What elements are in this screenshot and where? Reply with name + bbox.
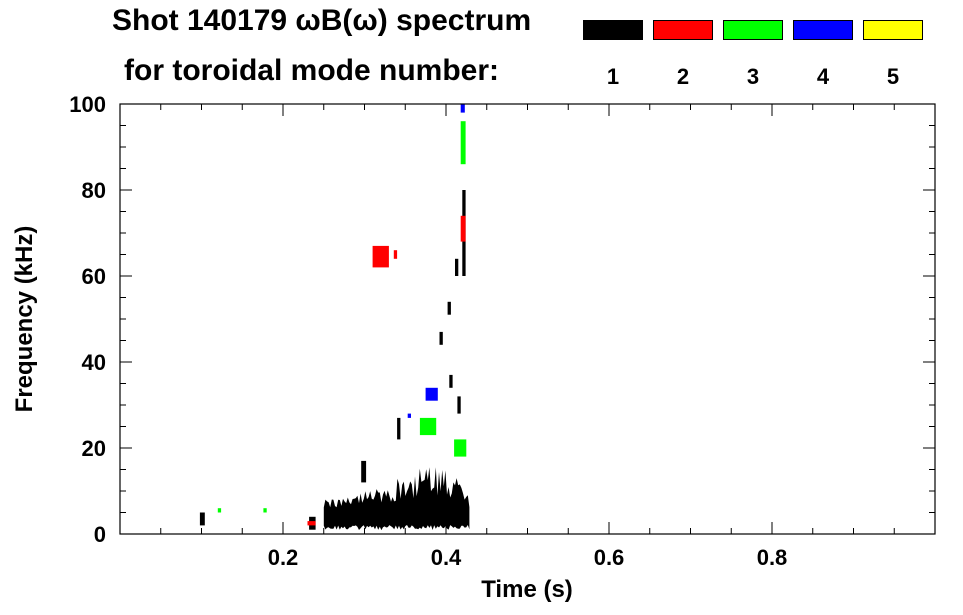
x-axis-label: Time (s) [481, 576, 573, 603]
series-n2 [307, 215, 466, 526]
spectral-blob [217, 508, 222, 513]
spectral-blob [449, 374, 453, 388]
spectral-blob [419, 417, 437, 436]
spectral-blob [199, 512, 205, 526]
y-axis-label: Frequency (kHz) [11, 226, 38, 413]
series-n1 [199, 190, 470, 531]
spectral-blob [361, 460, 367, 483]
y-tick-label: 20 [82, 436, 106, 461]
spectral-blob [460, 104, 465, 113]
y-tick-label: 80 [82, 178, 106, 203]
x-tick-label: 0.4 [431, 545, 462, 570]
legend-swatch-mode-5 [863, 20, 923, 40]
y-tick-label: 100 [69, 92, 106, 117]
spectral-blob [457, 396, 461, 414]
spectral-blob [425, 387, 438, 401]
chart-title-line2: for toroidal mode number: [124, 54, 499, 87]
y-tick-label: 60 [82, 264, 106, 289]
x-tick-label: 0.8 [757, 545, 788, 570]
plot-frame [119, 103, 936, 535]
legend-label-mode-3: 3 [746, 64, 760, 89]
legend-swatch-mode-4 [793, 20, 853, 40]
spectral-blob [460, 121, 466, 165]
spectral-blob [439, 331, 443, 345]
x-tick-label: 0.2 [268, 545, 299, 570]
spectrum-marks [199, 104, 470, 531]
spectral-blob [263, 508, 267, 513]
y-tick-label: 0 [94, 522, 106, 547]
spectral-blob [455, 258, 459, 276]
spectral-blob [397, 417, 401, 440]
spectral-blob [454, 439, 467, 457]
axes: 0.2 0.4 0.6 0.8 0 20 40 60 80 100 [69, 92, 935, 570]
legend-label-mode-2: 2 [676, 64, 690, 89]
spectral-blob [372, 245, 389, 268]
series-n3 [217, 121, 467, 513]
legend-label-mode-4: 4 [816, 64, 830, 89]
legend-swatch-mode-1 [583, 20, 643, 40]
spectral-blob [393, 250, 398, 259]
spectral-blob [447, 301, 451, 315]
spectral-blob [407, 413, 411, 418]
x-tick-label: 0.6 [594, 545, 625, 570]
y-tick-label: 40 [82, 350, 106, 375]
spectral-band [323, 467, 470, 531]
chart-title-line1: Shot 140179 ωB(ω) spectrum [112, 4, 532, 37]
legend-swatch-mode-2 [653, 20, 713, 40]
spectral-blob [460, 215, 466, 242]
legend-label-mode-5: 5 [886, 64, 900, 89]
legend-swatch-mode-3 [723, 20, 783, 40]
spectral-blob [307, 521, 316, 526]
legend-label-mode-1: 1 [606, 64, 620, 89]
series-n4 [407, 104, 465, 418]
